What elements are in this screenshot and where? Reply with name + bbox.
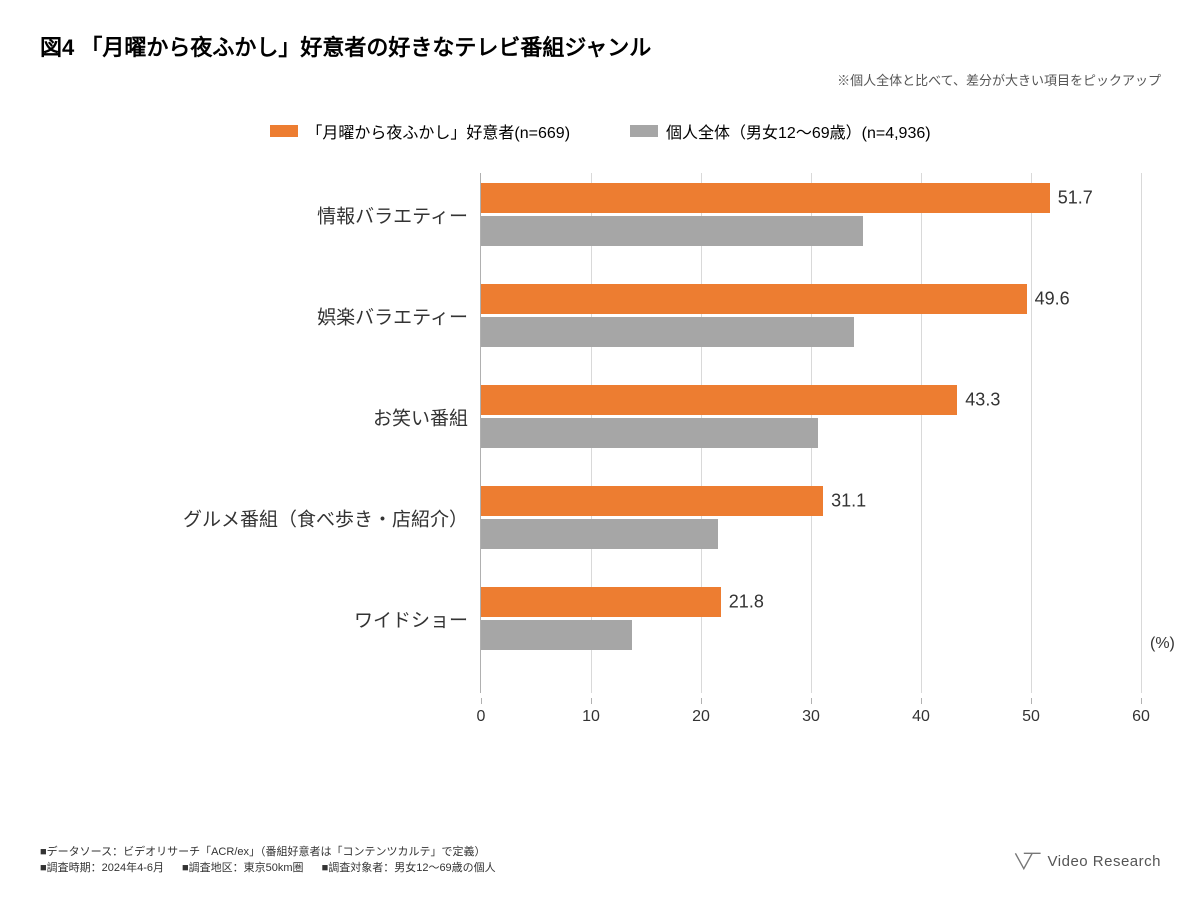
legend-label-2: 個人全体（男女12～69歳）(n=4,936) xyxy=(666,119,931,143)
footer-line2c: ■調査対象者：男女12～69歳の個人 xyxy=(322,861,496,876)
bar-value-label: 43.3 xyxy=(965,390,1000,411)
category-label: ワイドショー xyxy=(98,605,468,632)
gridline xyxy=(921,173,922,693)
logo-text: Video Research xyxy=(1048,853,1161,870)
x-tick-label: 30 xyxy=(802,708,820,726)
bar-series1 xyxy=(481,183,1050,213)
legend: 「月曜から夜ふかし」好意者(n=669) 個人全体（男女12～69歳）(n=4,… xyxy=(40,119,1161,143)
bar-value-label: 51.7 xyxy=(1058,188,1093,209)
x-tick xyxy=(811,698,812,704)
bar-value-label: 49.6 xyxy=(1035,289,1070,310)
x-tick-label: 0 xyxy=(477,708,486,726)
x-tick xyxy=(1141,698,1142,704)
footer-notes: ■データソース：ビデオリサーチ「ACR/ex」（番組好意者は「コンテンツカルテ」… xyxy=(40,845,1161,876)
category-label: お笑い番組 xyxy=(98,403,468,430)
bar-series2 xyxy=(481,620,632,650)
bar-value-label: 31.1 xyxy=(831,491,866,512)
legend-swatch-2 xyxy=(630,125,658,137)
footer-line2a: ■調査時期：2024年4-6月 xyxy=(40,861,164,876)
x-tick xyxy=(481,698,482,704)
category-label: 娯楽バラエティー xyxy=(98,302,468,329)
bar-series1 xyxy=(481,385,957,415)
gridline xyxy=(1031,173,1032,693)
bar-series1 xyxy=(481,587,721,617)
bar-series2 xyxy=(481,519,718,549)
bar-series2 xyxy=(481,418,818,448)
bar-series2 xyxy=(481,216,863,246)
x-tick xyxy=(701,698,702,704)
x-tick-label: 10 xyxy=(582,708,600,726)
legend-item-series2: 個人全体（男女12～69歳）(n=4,936) xyxy=(630,119,931,143)
legend-swatch-1 xyxy=(270,125,298,137)
logo-icon xyxy=(1014,850,1042,872)
chart-area: 0 10 20 30 40 50 60 情報バラエティー 51.7 娯楽バラエティー 49.6 お笑い… xyxy=(100,173,1161,733)
legend-label-1: 「月曜から夜ふかし」好意者(n=669) xyxy=(306,119,570,143)
x-tick-label: 40 xyxy=(912,708,930,726)
category-label: グルメ番組（食べ歩き・店紹介） xyxy=(98,504,468,531)
chart-subtitle: ※個人全体と比べて、差分が大きい項目をピックアップ xyxy=(40,70,1161,89)
x-tick-label: 60 xyxy=(1132,708,1150,726)
category-label: 情報バラエティー xyxy=(98,201,468,228)
x-tick xyxy=(921,698,922,704)
plot-area: 0102030405060情報バラエティー51.7娯楽バラエティー49.6お笑い… xyxy=(480,173,1140,693)
x-tick-label: 20 xyxy=(692,708,710,726)
legend-item-series1: 「月曜から夜ふかし」好意者(n=669) xyxy=(270,119,570,143)
axis-unit-label: (%) xyxy=(1150,635,1175,653)
x-tick xyxy=(1031,698,1032,704)
logo: Video Research xyxy=(1014,850,1161,872)
bar-value-label: 21.8 xyxy=(729,592,764,613)
footer-line2b: ■調査地区：東京50km圏 xyxy=(182,861,304,876)
x-tick-label: 50 xyxy=(1022,708,1040,726)
bar-series1 xyxy=(481,284,1027,314)
bar-series1 xyxy=(481,486,823,516)
x-tick xyxy=(591,698,592,704)
bar-series2 xyxy=(481,317,854,347)
footer-line1: ■データソース：ビデオリサーチ「ACR/ex」（番組好意者は「コンテンツカルテ」… xyxy=(40,845,1161,860)
chart-title: 図4 「月曜から夜ふかし」好意者の好きなテレビ番組ジャンル xyxy=(40,30,1161,62)
gridline xyxy=(1141,173,1142,693)
